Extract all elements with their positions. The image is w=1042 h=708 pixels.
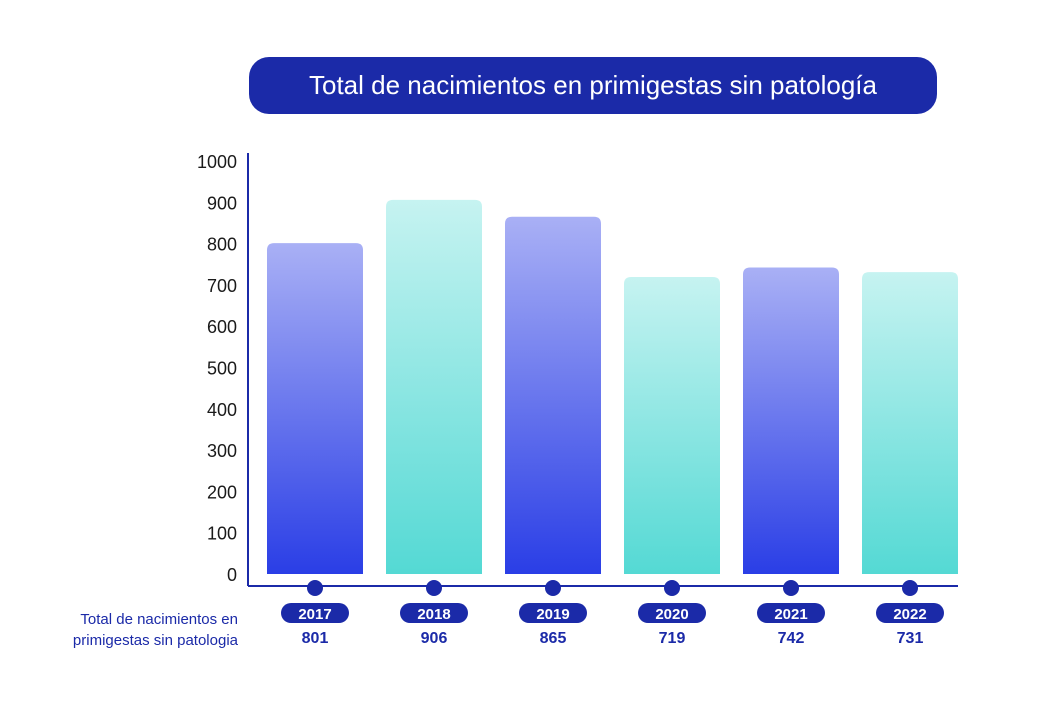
bar-2019 <box>505 216 601 574</box>
x-axis-labels: 2017 801 2018 906 2019 865 2020 719 2021 742 2022 7… <box>281 580 944 647</box>
data-label: 742 <box>778 630 805 647</box>
data-label: 906 <box>421 630 448 647</box>
x-tick-marker <box>902 580 918 596</box>
x-tick-marker <box>664 580 680 596</box>
bar-2018 <box>386 199 482 574</box>
x-tick-label: 2018 <box>417 606 450 623</box>
y-tick-label: 1000 <box>197 152 237 172</box>
bar-2021 <box>743 267 839 574</box>
x-tick-marker <box>545 580 561 596</box>
x-tick-marker <box>426 580 442 596</box>
bar-2020 <box>624 277 720 574</box>
y-tick-label: 700 <box>207 276 237 296</box>
y-axis-ticks: 0 100 200 300 400 500 600 700 800 900 1000 <box>197 152 237 585</box>
y-tick-label: 500 <box>207 359 237 379</box>
x-tick-marker <box>307 580 323 596</box>
bar-2017 <box>267 243 363 574</box>
y-tick-label: 400 <box>207 400 237 420</box>
category-pill <box>519 603 587 623</box>
category-pill <box>757 603 825 623</box>
chart-title: Total de nacimientos en primigestas sin … <box>249 57 937 114</box>
y-tick-label: 300 <box>207 441 237 461</box>
category-pill <box>876 603 944 623</box>
y-tick-label: 200 <box>207 482 237 502</box>
data-label: 731 <box>897 630 924 647</box>
y-tick-label: 900 <box>207 193 237 213</box>
category-pill <box>400 603 468 623</box>
data-label: 801 <box>302 630 329 647</box>
x-tick-label: 2020 <box>655 606 688 623</box>
series-label: Total de nacimientos en primigestas sin … <box>72 611 238 649</box>
category-pill <box>638 603 706 623</box>
y-tick-label: 0 <box>227 565 237 585</box>
data-label: 865 <box>540 630 567 647</box>
bars <box>267 199 958 574</box>
y-tick-label: 100 <box>207 524 237 544</box>
y-tick-label: 800 <box>207 235 237 255</box>
category-pill <box>281 603 349 623</box>
bar-2022 <box>862 272 958 574</box>
x-tick-label: 2021 <box>774 606 807 623</box>
data-label: 719 <box>659 630 686 647</box>
x-tick-marker <box>783 580 799 596</box>
x-tick-label: 2017 <box>298 606 331 623</box>
x-tick-label: 2022 <box>893 606 926 623</box>
y-tick-label: 600 <box>207 317 237 337</box>
x-tick-label: 2019 <box>536 606 569 623</box>
